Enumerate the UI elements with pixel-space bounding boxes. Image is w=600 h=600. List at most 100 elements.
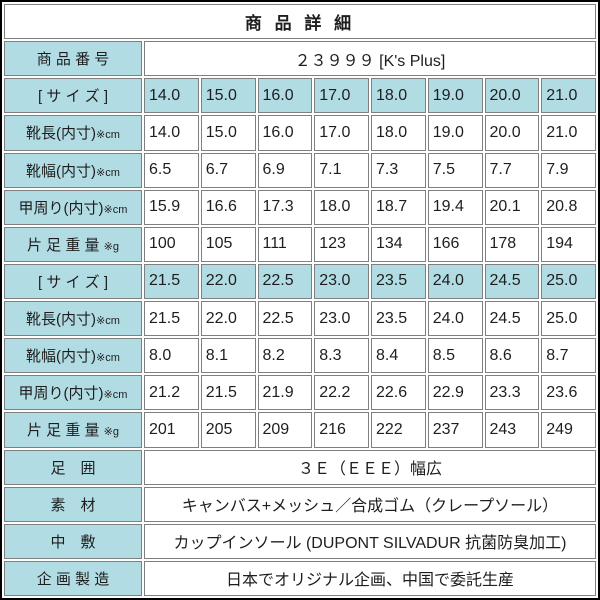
measurement-label-unit: ※cm bbox=[103, 389, 128, 402]
size-value-cell: 23.5 bbox=[371, 263, 426, 299]
info-row: 中 敷カップインソール (DUPONT SILVADUR 抗菌防臭加工) bbox=[4, 523, 596, 559]
measurement-value-cell: 18.7 bbox=[371, 189, 426, 225]
measurement-row-label: 靴幅(内寸)※cm bbox=[4, 338, 142, 374]
page-title: 商 品 詳 細 bbox=[4, 4, 596, 40]
info-row-value: カップインソール (DUPONT SILVADUR 抗菌防臭加工) bbox=[144, 523, 596, 559]
measurement-label-unit: ※cm bbox=[96, 129, 120, 142]
measurement-row: 靴長(内寸)※cm 21.5 22.0 22.5 23.0 23.5 24.0 24.5 25.… bbox=[4, 301, 596, 337]
info-row-label: 素 材 bbox=[4, 486, 142, 522]
size-value-cell: 20.0 bbox=[484, 78, 540, 114]
measurement-value-cell: 249 bbox=[541, 412, 596, 448]
measurement-value-cell: 24.5 bbox=[484, 301, 540, 337]
size-value-cell: 23.0 bbox=[314, 263, 369, 299]
table-body: 商 品 詳 細 商 品 番 号 ２３９９９ [K's Plus] [ サ イ ズ… bbox=[4, 4, 596, 596]
measurement-label-text: 片 足 重 量 bbox=[26, 236, 104, 254]
measurement-value-cell: 16.6 bbox=[200, 189, 256, 225]
measurement-value-cell: 8.4 bbox=[371, 338, 426, 374]
measurement-value-cell: 6.5 bbox=[144, 152, 199, 188]
measurement-value-cell: 21.5 bbox=[200, 375, 256, 411]
measurement-value-cell: 8.0 bbox=[144, 338, 199, 374]
measurement-row: 片 足 重 量 ※g 100 105 111 123 134 166 178 194 bbox=[4, 226, 596, 262]
measurement-value-cell: 6.7 bbox=[200, 152, 256, 188]
measurement-label-unit: ※cm bbox=[96, 352, 120, 365]
measurement-value-cell: 216 bbox=[314, 412, 369, 448]
measurement-value-cell: 18.0 bbox=[371, 115, 426, 151]
size-value-cell: 25.0 bbox=[541, 263, 596, 299]
measurement-value-cell: 21.9 bbox=[257, 375, 313, 411]
measurement-row: 靴幅(内寸)※cm 6.5 6.7 6.9 7.1 7.3 7.5 7.7 7.9 bbox=[4, 152, 596, 188]
measurement-value-cell: 16.0 bbox=[257, 115, 313, 151]
size-header-row: [ サ イ ズ ] 21.5 22.0 22.5 23.0 23.5 24.0 24.5 25.… bbox=[4, 263, 596, 299]
measurement-row-label: 靴長(内寸)※cm bbox=[4, 301, 142, 337]
measurement-value-cell: 205 bbox=[200, 412, 256, 448]
measurement-value-cell: 23.5 bbox=[371, 301, 426, 337]
size-row-label: [ サ イ ズ ] bbox=[4, 78, 142, 114]
measurement-value-cell: 15.0 bbox=[200, 115, 256, 151]
size-value-cell: 16.0 bbox=[257, 78, 313, 114]
measurement-value-cell: 22.5 bbox=[257, 301, 313, 337]
measurement-value-cell: 22.6 bbox=[371, 375, 426, 411]
measurement-label-unit: ※cm bbox=[96, 166, 120, 179]
measurement-value-cell: 8.1 bbox=[200, 338, 256, 374]
measurement-value-cell: 21.2 bbox=[144, 375, 199, 411]
measurement-row: 靴幅(内寸)※cm 8.0 8.1 8.2 8.3 8.4 8.5 8.6 8.7 bbox=[4, 338, 596, 374]
measurement-row: 片 足 重 量 ※g 201 205 209 216 222 237 243 249 bbox=[4, 412, 596, 448]
measurement-value-cell: 17.3 bbox=[257, 189, 313, 225]
size-value-cell: 19.0 bbox=[427, 78, 483, 114]
measurement-value-cell: 23.3 bbox=[484, 375, 540, 411]
size-value-cell: 22.5 bbox=[257, 263, 313, 299]
size-value-cell: 21.0 bbox=[541, 78, 596, 114]
measurement-value-cell: 7.7 bbox=[484, 152, 540, 188]
measurement-value-cell: 25.0 bbox=[541, 301, 596, 337]
measurement-label-unit: ※cm bbox=[96, 315, 120, 328]
measurement-value-cell: 8.5 bbox=[427, 338, 483, 374]
measurement-value-cell: 19.4 bbox=[427, 189, 483, 225]
info-row-label: 足 囲 bbox=[4, 449, 142, 485]
measurement-row-label: 片 足 重 量 ※g bbox=[4, 412, 142, 448]
measurement-value-cell: 24.0 bbox=[427, 301, 483, 337]
info-row-value: キャンバス+メッシュ／合成ゴム（クレープソール） bbox=[144, 486, 596, 522]
size-value-cell: 24.0 bbox=[427, 263, 483, 299]
size-value-cell: 18.0 bbox=[371, 78, 426, 114]
measurement-value-cell: 22.2 bbox=[314, 375, 369, 411]
measurement-row-label: 靴幅(内寸)※cm bbox=[4, 152, 142, 188]
info-row-label: 企 画 製 造 bbox=[4, 560, 142, 596]
info-row: 足 囲 ３Ｅ（ＥＥＥ）幅広 bbox=[4, 449, 596, 485]
product-number-label: 商 品 番 号 bbox=[4, 41, 142, 77]
table-title-row: 商 品 詳 細 bbox=[4, 4, 596, 40]
measurement-value-cell: 201 bbox=[144, 412, 199, 448]
measurement-label-text: 靴幅(内寸) bbox=[26, 348, 97, 366]
measurement-value-cell: 209 bbox=[257, 412, 313, 448]
info-row: 素 材キャンバス+メッシュ／合成ゴム（クレープソール） bbox=[4, 486, 596, 522]
measurement-value-cell: 222 bbox=[371, 412, 426, 448]
size-value-cell: 21.5 bbox=[144, 263, 199, 299]
measurement-row-label: 甲周り(内寸)※cm bbox=[4, 189, 142, 225]
measurement-label-text: 靴長(内寸) bbox=[26, 311, 97, 329]
measurement-row: 甲周り(内寸)※cm 21.2 21.5 21.9 22.2 22.6 22.9 23.3 23… bbox=[4, 375, 596, 411]
measurement-value-cell: 194 bbox=[541, 226, 596, 262]
measurement-row: 靴長(内寸)※cm 14.0 15.0 16.0 17.0 18.0 19.0 20.0 21.… bbox=[4, 115, 596, 151]
measurement-value-cell: 7.9 bbox=[541, 152, 596, 188]
measurement-label-text: 片 足 重 量 bbox=[26, 422, 104, 440]
measurement-value-cell: 19.0 bbox=[427, 115, 483, 151]
size-header-row: [ サ イ ズ ] 14.0 15.0 16.0 17.0 18.0 19.0 20.0 21.… bbox=[4, 78, 596, 114]
measurement-value-cell: 8.7 bbox=[541, 338, 596, 374]
measurement-value-cell: 20.1 bbox=[484, 189, 540, 225]
measurement-value-cell: 8.6 bbox=[484, 338, 540, 374]
size-value-cell: 24.5 bbox=[484, 263, 540, 299]
product-number-value: ２３９９９ [K's Plus] bbox=[144, 41, 596, 77]
info-row-value: 日本でオリジナル企画、中国で委託生産 bbox=[144, 560, 596, 596]
measurement-row-label: 甲周り(内寸)※cm bbox=[4, 375, 142, 411]
measurement-value-cell: 134 bbox=[371, 226, 426, 262]
info-row: 企 画 製 造日本でオリジナル企画、中国で委託生産 bbox=[4, 560, 596, 596]
measurement-value-cell: 7.5 bbox=[427, 152, 483, 188]
measurement-value-cell: 22.9 bbox=[427, 375, 483, 411]
measurement-value-cell: 22.0 bbox=[200, 301, 256, 337]
measurement-value-cell: 100 bbox=[144, 226, 199, 262]
measurement-value-cell: 21.5 bbox=[144, 301, 199, 337]
measurement-value-cell: 15.9 bbox=[144, 189, 199, 225]
measurement-value-cell: 7.1 bbox=[314, 152, 369, 188]
measurement-value-cell: 243 bbox=[484, 412, 540, 448]
measurement-value-cell: 17.0 bbox=[314, 115, 369, 151]
